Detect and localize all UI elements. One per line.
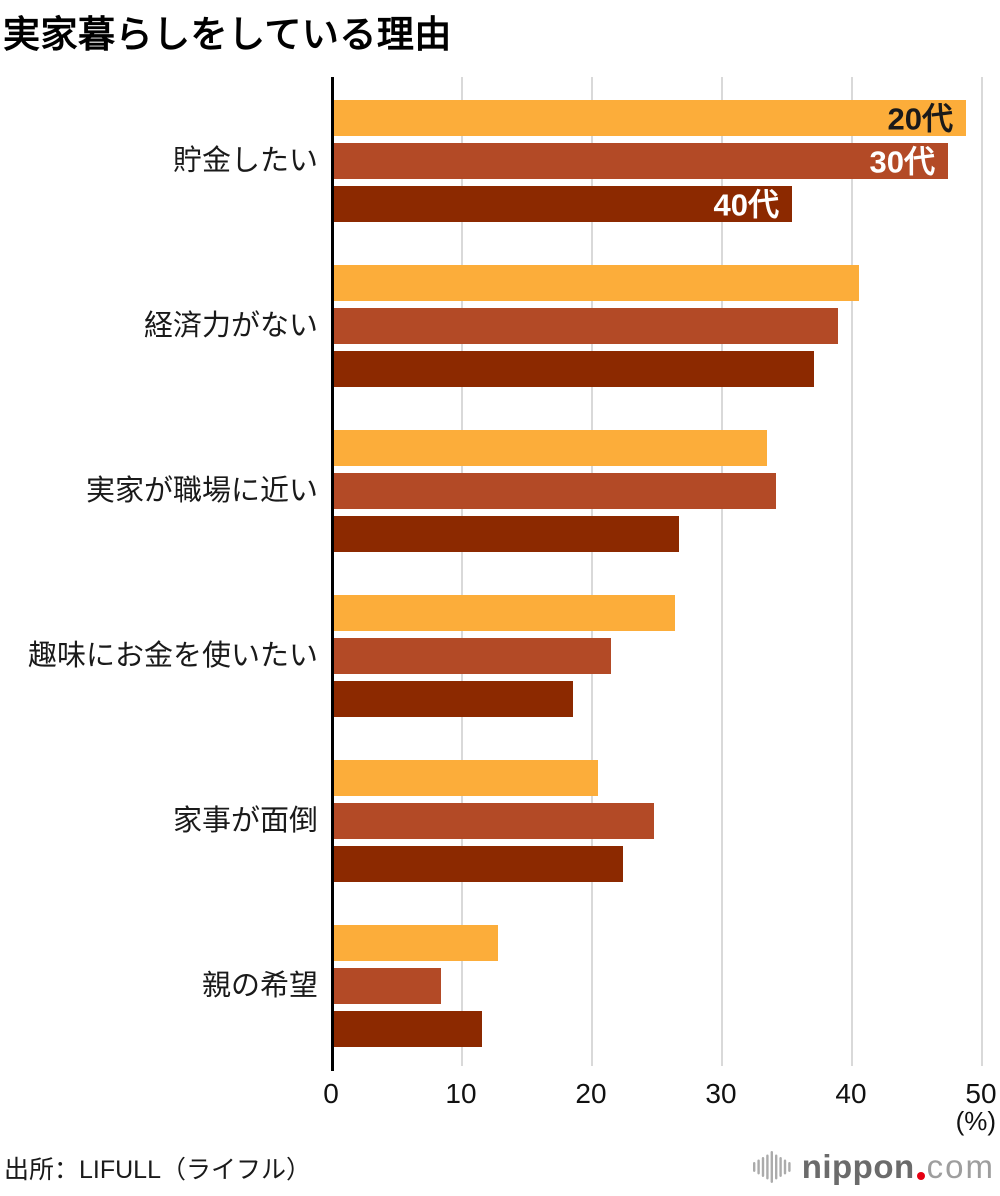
gridline — [981, 77, 983, 1066]
bar-40代-2 — [334, 351, 814, 387]
bar-40代-6 — [334, 1011, 482, 1047]
bar-20代-6 — [334, 925, 498, 961]
bar-40代-5 — [334, 846, 623, 882]
category-label: 親の希望 — [201, 970, 318, 1002]
bar-20代-1: 20代 — [334, 100, 966, 137]
category-label: 家事が面倒 — [172, 805, 318, 837]
logo-red-dot-icon — [916, 1172, 925, 1180]
nippon-logo: nippon com — [751, 1147, 995, 1187]
logo-text-light: com — [926, 1148, 995, 1185]
x-axis-tick-label: 30 — [705, 1078, 737, 1109]
bar-30代-2 — [334, 308, 838, 344]
bar-30代-1: 30代 — [334, 143, 948, 180]
bar-40代-3 — [334, 516, 679, 552]
x-axis-unit-label: (%) — [955, 1106, 996, 1136]
category-label: 経済力がない — [143, 310, 318, 342]
category-label: 趣味にお金を使いたい — [27, 640, 318, 672]
x-axis-tick-label: 0 — [323, 1078, 339, 1109]
x-axis-tick-label: 20 — [575, 1078, 607, 1109]
bar-30代-6 — [334, 968, 441, 1004]
bar-40代-1: 40代 — [334, 186, 792, 223]
bar-30代-3 — [334, 473, 776, 509]
bar-20代-4 — [334, 595, 675, 631]
category-label: 貯金したい — [172, 145, 318, 177]
series-legend-label: 20代 — [887, 101, 953, 137]
x-axis-tick-label: 10 — [445, 1078, 477, 1109]
gridline — [591, 77, 593, 1066]
bar-20代-2 — [334, 265, 859, 301]
series-legend-label: 30代 — [869, 144, 935, 180]
series-legend-label: 40代 — [713, 187, 779, 223]
x-axis-tick-label: 40 — [835, 1078, 867, 1109]
bar-30代-5 — [334, 803, 654, 839]
soundwave-fan-icon — [752, 1151, 791, 1183]
chart-title: 実家暮らしをしている理由 — [3, 14, 452, 55]
y-axis-line — [331, 77, 334, 1071]
category-label: 実家が職場に近い — [85, 475, 318, 507]
source-note: 出所：LIFULL（ライフル） — [4, 1156, 311, 1184]
bar-20代-5 — [334, 760, 598, 796]
logo-text-bold: nippon — [801, 1148, 915, 1185]
gridline — [721, 77, 723, 1066]
x-axis-tick-label: 50 — [965, 1078, 997, 1109]
bar-30代-4 — [334, 638, 611, 674]
bar-40代-4 — [334, 681, 573, 717]
bar-20代-3 — [334, 430, 767, 466]
gridline — [461, 77, 463, 1066]
gridline — [851, 77, 853, 1066]
plot-area: 20代 30代 40代 — [331, 77, 998, 1071]
